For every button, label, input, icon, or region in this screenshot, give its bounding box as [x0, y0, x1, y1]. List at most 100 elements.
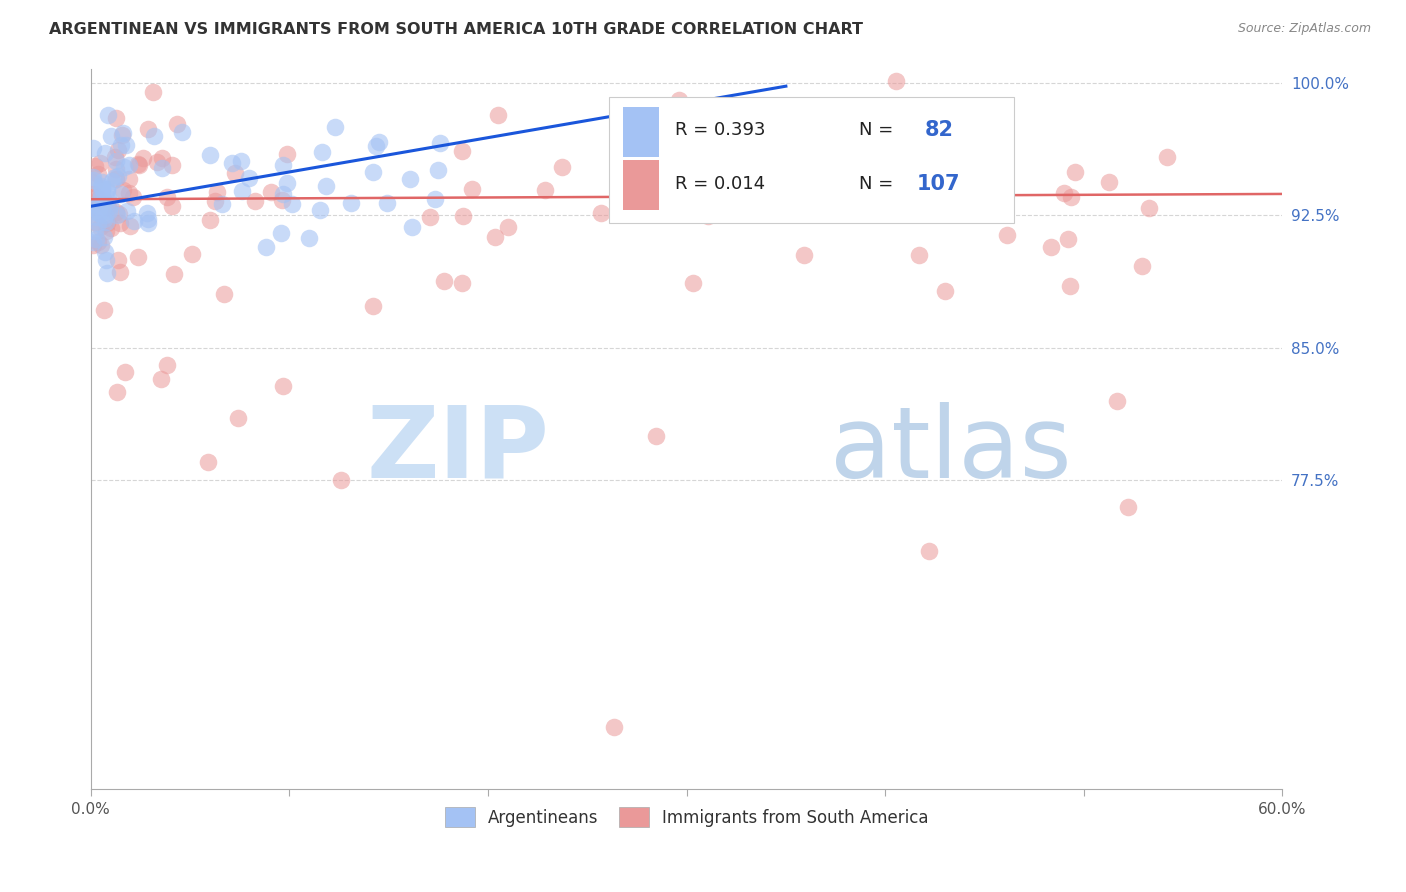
Text: N =: N =	[859, 175, 894, 193]
Point	[221, 156, 243, 170]
Point	[163, 268, 186, 282]
Point	[90, 237, 112, 252]
Point	[908, 248, 931, 262]
Point	[110, 138, 132, 153]
Point	[117, 171, 139, 186]
Point	[94, 215, 117, 229]
Point	[461, 181, 484, 195]
Point	[205, 185, 228, 199]
Point	[432, 274, 454, 288]
Point	[115, 204, 138, 219]
Point	[226, 411, 249, 425]
Point	[170, 125, 193, 139]
Point	[112, 160, 135, 174]
Point	[96, 182, 118, 196]
Point	[89, 219, 111, 234]
Point	[995, 228, 1018, 243]
Point	[82, 186, 104, 201]
Point	[114, 137, 136, 152]
Point	[87, 205, 110, 219]
Point	[231, 184, 253, 198]
Point	[104, 161, 127, 176]
Point	[105, 384, 128, 399]
Point	[450, 144, 472, 158]
Point	[91, 196, 114, 211]
Point	[486, 108, 509, 122]
Point	[364, 139, 387, 153]
Point	[280, 196, 302, 211]
Point	[90, 175, 112, 189]
Point	[682, 277, 704, 291]
Point	[107, 143, 129, 157]
Point	[136, 206, 159, 220]
Point	[104, 171, 127, 186]
Point	[259, 185, 281, 199]
Point	[100, 129, 122, 144]
Point	[87, 235, 110, 249]
Point	[419, 210, 441, 224]
Point	[111, 126, 134, 140]
Point	[429, 136, 451, 150]
Point	[697, 210, 720, 224]
Point	[276, 176, 298, 190]
Point	[84, 215, 107, 229]
Point	[122, 214, 145, 228]
Point	[94, 252, 117, 267]
Point	[97, 108, 120, 122]
Point	[224, 166, 246, 180]
Point	[136, 122, 159, 136]
Point	[87, 216, 110, 230]
Point	[91, 181, 114, 195]
Point	[276, 147, 298, 161]
Point	[790, 152, 813, 166]
Point	[198, 213, 221, 227]
Point	[87, 167, 110, 181]
Point	[1137, 201, 1160, 215]
Text: 82: 82	[925, 120, 953, 140]
Point	[94, 244, 117, 259]
Point	[1039, 240, 1062, 254]
Point	[907, 125, 929, 139]
Point	[160, 158, 183, 172]
Point	[111, 128, 134, 143]
Point	[86, 199, 108, 213]
Point	[98, 199, 121, 213]
Point	[329, 473, 352, 487]
Point	[82, 235, 104, 249]
Text: R = 0.014: R = 0.014	[675, 175, 765, 193]
Point	[1064, 165, 1087, 179]
Point	[1060, 190, 1083, 204]
Point	[1059, 278, 1081, 293]
Point	[82, 198, 104, 212]
Point	[82, 238, 104, 252]
Point	[453, 209, 475, 223]
Point	[118, 186, 141, 201]
Point	[160, 199, 183, 213]
Point	[94, 146, 117, 161]
Point	[82, 170, 104, 185]
Point	[100, 220, 122, 235]
Point	[84, 160, 107, 174]
Point	[93, 200, 115, 214]
Point	[146, 155, 169, 169]
Point	[238, 171, 260, 186]
Point	[93, 230, 115, 244]
Point	[361, 164, 384, 178]
Point	[323, 120, 346, 134]
Point	[229, 154, 252, 169]
Point	[1056, 232, 1078, 246]
Point	[82, 173, 104, 187]
Point	[101, 174, 124, 188]
Point	[97, 191, 120, 205]
Point	[273, 158, 295, 172]
Point	[702, 202, 724, 216]
Point	[1098, 175, 1121, 189]
Point	[591, 205, 613, 219]
Point	[108, 265, 131, 279]
Point	[149, 372, 172, 386]
Point	[273, 379, 295, 393]
Point	[83, 201, 105, 215]
Point	[87, 192, 110, 206]
Point	[661, 170, 683, 185]
Point	[884, 201, 907, 215]
